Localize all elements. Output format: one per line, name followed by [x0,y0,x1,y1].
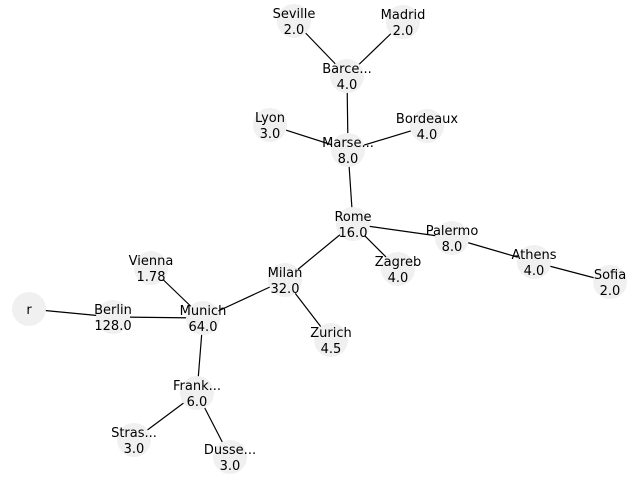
node-value-label: 2.0 [284,23,305,38]
node-name-label: Athens [511,248,556,263]
node-circle [330,59,364,93]
node-circle [517,245,551,279]
node-name-label: Milan [268,266,303,281]
node-circle [331,133,365,167]
node-name-label: Stras... [111,426,157,441]
node-value-label: 64.0 [189,320,218,335]
node-name-label: Zurich [310,326,352,341]
node-name-label: Munich [180,304,227,319]
node-frankfurt: Frank...6.0 [173,376,221,410]
node-circle [253,108,287,142]
node-name-label: Palermo [426,224,479,239]
node-value-label: 3.0 [260,127,281,142]
node-value-label: 4.5 [321,342,342,357]
node-dusseldorf: Dusse...3.0 [204,440,256,474]
node-circle [386,5,420,39]
node-value-label: 4.0 [417,128,438,143]
node-value-label: 128.0 [94,319,131,334]
node-value-label: 3.0 [220,459,241,474]
node-root: r [12,292,46,326]
node-value-label: 2.0 [393,24,414,39]
node-name-label: Marse... [322,136,374,151]
node-circle [410,109,444,143]
node-value-label: 16.0 [339,226,368,241]
node-name-label: Lyon [255,111,285,126]
node-name-label: Berlin [94,303,132,318]
edge-layer [28,20,611,458]
node-name-label: Zagreb [375,255,421,270]
node-circle [336,207,370,241]
node-value-label: 4.0 [388,271,409,286]
node-circle [134,251,168,285]
node-value-label: 2.0 [600,284,621,299]
node-value-label: 3.0 [124,442,145,457]
node-name-label: Madrid [381,8,426,23]
node-circle [213,440,247,474]
node-barcelona: Barce...4.0 [322,59,372,93]
node-strasbourg: Stras...3.0 [111,423,157,457]
node-value-label: 8.0 [442,240,463,255]
node-name-label: Seville [273,7,316,22]
node-value-label: 6.0 [187,395,208,410]
node-name-label: Sofia [594,268,626,283]
node-circle [117,423,151,457]
node-name-label: Rome [334,210,371,225]
node-value-label: 32.0 [271,282,300,297]
node-name-label: r [26,303,32,318]
node-circle [180,376,214,410]
node-name-label: Bordeaux [396,112,458,127]
node-circle [593,265,627,299]
node-circle [268,263,302,297]
node-name-label: Barce... [322,62,372,77]
node-value-label: 8.0 [338,152,359,167]
node-circle [314,323,348,357]
node-value-label: 4.0 [337,78,358,93]
node-marseille: Marse...8.0 [322,133,374,167]
node-value-label: 1.78 [137,270,166,285]
node-circle [186,301,220,335]
node-circle [435,221,469,255]
node-name-label: Dusse... [204,443,256,458]
node-name-label: Frank... [173,379,221,394]
node-circle [277,4,311,38]
node-circle [381,252,415,286]
node-circle [96,300,130,334]
node-value-label: 4.0 [524,264,545,279]
node-name-label: Vienna [129,254,174,269]
node-circle [12,292,46,326]
